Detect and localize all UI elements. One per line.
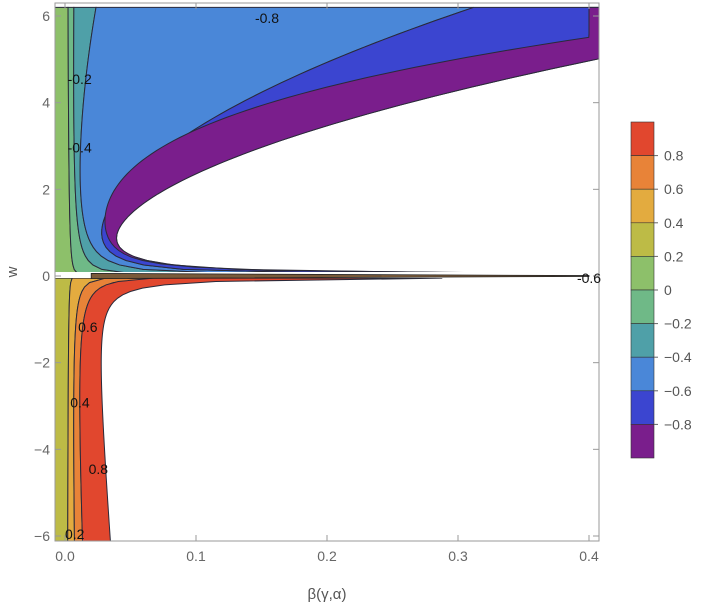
contour-label: -0.2	[68, 71, 92, 87]
legend-tick-label: 0.8	[664, 148, 684, 164]
upper-contour-region	[55, 6, 599, 272]
y-tick-label: −4	[34, 441, 50, 457]
legend-swatch	[630, 222, 655, 257]
legend-tick-label: −0.2	[664, 316, 692, 332]
contour-label: -0.6	[577, 270, 601, 286]
y-tick-label: 0	[42, 268, 50, 284]
legend-tick-label: 0.2	[664, 248, 684, 264]
legend-tick-label: 0	[664, 282, 672, 298]
plot-area	[55, 6, 599, 541]
y-tick-label: 6	[42, 8, 50, 24]
x-tick-label: 0.2	[317, 548, 337, 564]
x-tick-label: 0.3	[448, 548, 468, 564]
y-tick-label: −2	[34, 355, 50, 371]
color-legend: 0.8 0.6 0.4 0.2 0 −0.2 −0.4 −0.6 −0.8	[630, 121, 692, 459]
x-tick-label: 0.1	[186, 548, 206, 564]
legend-swatch	[630, 155, 655, 190]
y-tick-label: −6	[34, 528, 50, 544]
contour-label: 0.6	[78, 319, 98, 335]
legend-swatch	[630, 424, 655, 459]
lower-contour-region	[55, 278, 443, 541]
y-tick-label: 4	[42, 95, 50, 111]
contour-label: -0.4	[68, 139, 92, 155]
x-tick-label: 0.0	[55, 548, 75, 564]
legend-swatch	[630, 390, 655, 425]
contour-label: -0.8	[255, 10, 279, 26]
legend-swatch	[630, 289, 655, 324]
contour-label: 0.8	[89, 461, 109, 477]
legend-tick-label: −0.4	[664, 349, 692, 365]
legend-swatch	[630, 256, 655, 291]
y-tick-label: 2	[42, 181, 50, 197]
legend-swatch	[630, 121, 655, 156]
y-axis-label: w	[4, 266, 21, 278]
legend-tick-label: −0.6	[664, 383, 692, 399]
contour-label: 0.4	[70, 395, 90, 411]
lower-band-red	[79, 278, 443, 541]
x-axis-label: β(γ,α)	[308, 586, 347, 603]
contour-label: 0.2	[65, 526, 85, 542]
legend-swatch	[630, 356, 655, 392]
legend-swatch	[630, 188, 655, 224]
zero-sliver	[90, 272, 590, 280]
legend-tick-label: −0.8	[664, 416, 692, 432]
legend-swatch	[630, 323, 655, 358]
x-tick-label: 0.4	[579, 548, 599, 564]
contour-labels: -0.8 -0.2 -0.4 -0.6 0.6 0.4 0.8 0.2	[65, 10, 601, 542]
axes: 0.0 0.1 0.2 0.3 0.4 −6 −4 −2 0 2 4 6	[34, 2, 600, 564]
legend-tick-label: 0.4	[664, 215, 684, 231]
legend-tick-label: 0.6	[664, 181, 684, 197]
